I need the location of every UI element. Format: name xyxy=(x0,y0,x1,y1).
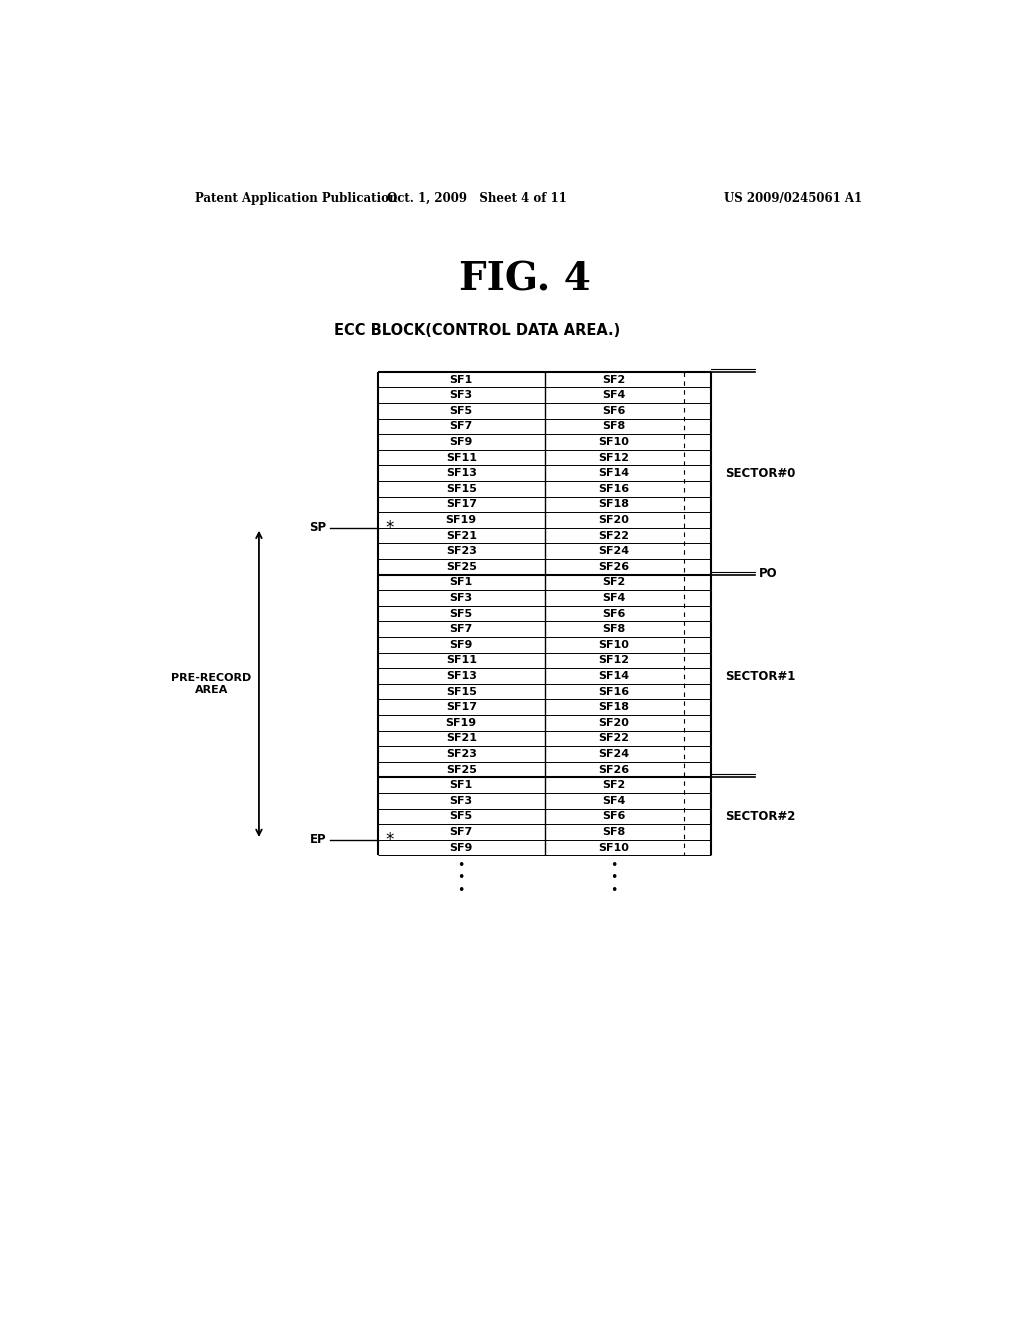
Text: SF1: SF1 xyxy=(450,780,473,791)
Text: SF1: SF1 xyxy=(450,375,473,384)
Text: SF14: SF14 xyxy=(598,469,630,478)
Text: •: • xyxy=(458,859,465,873)
Text: SF23: SF23 xyxy=(445,748,477,759)
Text: SF16: SF16 xyxy=(598,686,630,697)
Text: SF7: SF7 xyxy=(450,624,473,635)
Text: •: • xyxy=(610,871,617,884)
Text: SF22: SF22 xyxy=(599,531,630,541)
Text: SF12: SF12 xyxy=(599,453,630,462)
Text: SF21: SF21 xyxy=(445,734,477,743)
Text: SECTOR#0: SECTOR#0 xyxy=(726,467,796,479)
Text: •: • xyxy=(458,883,465,896)
Text: SF15: SF15 xyxy=(445,686,477,697)
Text: SF2: SF2 xyxy=(602,577,626,587)
Text: SF18: SF18 xyxy=(599,499,630,510)
Text: SF17: SF17 xyxy=(445,702,477,713)
Text: *: * xyxy=(386,519,394,537)
Text: SF2: SF2 xyxy=(602,375,626,384)
Text: SF4: SF4 xyxy=(602,796,626,807)
Text: ECC BLOCK(CONTROL DATA AREA.): ECC BLOCK(CONTROL DATA AREA.) xyxy=(334,323,621,338)
Text: SF8: SF8 xyxy=(602,828,626,837)
Text: SF4: SF4 xyxy=(602,593,626,603)
Text: SF6: SF6 xyxy=(602,812,626,821)
Text: SF17: SF17 xyxy=(445,499,477,510)
Text: SF20: SF20 xyxy=(599,718,630,727)
Text: SF13: SF13 xyxy=(445,671,477,681)
Text: •: • xyxy=(610,883,617,896)
Text: SF6: SF6 xyxy=(602,609,626,619)
Text: SF21: SF21 xyxy=(445,531,477,541)
Text: •: • xyxy=(458,871,465,884)
Text: SF11: SF11 xyxy=(445,453,477,462)
Text: SF7: SF7 xyxy=(450,828,473,837)
Text: FIG. 4: FIG. 4 xyxy=(459,260,591,298)
Text: SF15: SF15 xyxy=(445,484,477,494)
Text: SF6: SF6 xyxy=(602,405,626,416)
Text: SF23: SF23 xyxy=(445,546,477,556)
Text: SECTOR#2: SECTOR#2 xyxy=(726,810,796,822)
Text: SF16: SF16 xyxy=(598,484,630,494)
Text: SF13: SF13 xyxy=(445,469,477,478)
Text: PRE-RECORD
AREA: PRE-RECORD AREA xyxy=(171,673,252,694)
Text: PO: PO xyxy=(759,566,777,579)
Text: SF3: SF3 xyxy=(450,593,473,603)
Text: SF18: SF18 xyxy=(599,702,630,713)
Text: EP: EP xyxy=(310,833,327,846)
Text: SF24: SF24 xyxy=(598,546,630,556)
Text: SF26: SF26 xyxy=(598,764,630,775)
Text: SF4: SF4 xyxy=(602,391,626,400)
Text: SF14: SF14 xyxy=(598,671,630,681)
Text: SF2: SF2 xyxy=(602,780,626,791)
Text: SECTOR#1: SECTOR#1 xyxy=(726,669,796,682)
Text: SF10: SF10 xyxy=(599,640,630,649)
Text: SF22: SF22 xyxy=(599,734,630,743)
Text: SF5: SF5 xyxy=(450,609,473,619)
Text: Patent Application Publication: Patent Application Publication xyxy=(196,191,398,205)
Text: SF25: SF25 xyxy=(445,764,477,775)
Text: SF26: SF26 xyxy=(598,562,630,572)
Text: *: * xyxy=(386,830,394,849)
Text: SF11: SF11 xyxy=(445,656,477,665)
Text: •: • xyxy=(610,859,617,873)
Text: SF7: SF7 xyxy=(450,421,473,432)
Text: SF8: SF8 xyxy=(602,624,626,635)
Text: SF9: SF9 xyxy=(450,437,473,447)
Text: SF1: SF1 xyxy=(450,577,473,587)
Text: SF20: SF20 xyxy=(599,515,630,525)
Text: SF25: SF25 xyxy=(445,562,477,572)
Text: SF19: SF19 xyxy=(445,718,477,727)
Text: Oct. 1, 2009   Sheet 4 of 11: Oct. 1, 2009 Sheet 4 of 11 xyxy=(387,191,567,205)
Text: SF19: SF19 xyxy=(445,515,477,525)
Text: SF5: SF5 xyxy=(450,812,473,821)
Text: SF8: SF8 xyxy=(602,421,626,432)
Text: SF9: SF9 xyxy=(450,842,473,853)
Text: SF10: SF10 xyxy=(599,842,630,853)
Text: SF24: SF24 xyxy=(598,748,630,759)
Text: SF12: SF12 xyxy=(599,656,630,665)
Text: SF9: SF9 xyxy=(450,640,473,649)
Text: SP: SP xyxy=(309,521,327,535)
Text: SF5: SF5 xyxy=(450,405,473,416)
Text: SF3: SF3 xyxy=(450,796,473,807)
Text: SF10: SF10 xyxy=(599,437,630,447)
Text: US 2009/0245061 A1: US 2009/0245061 A1 xyxy=(724,191,862,205)
Text: SF3: SF3 xyxy=(450,391,473,400)
